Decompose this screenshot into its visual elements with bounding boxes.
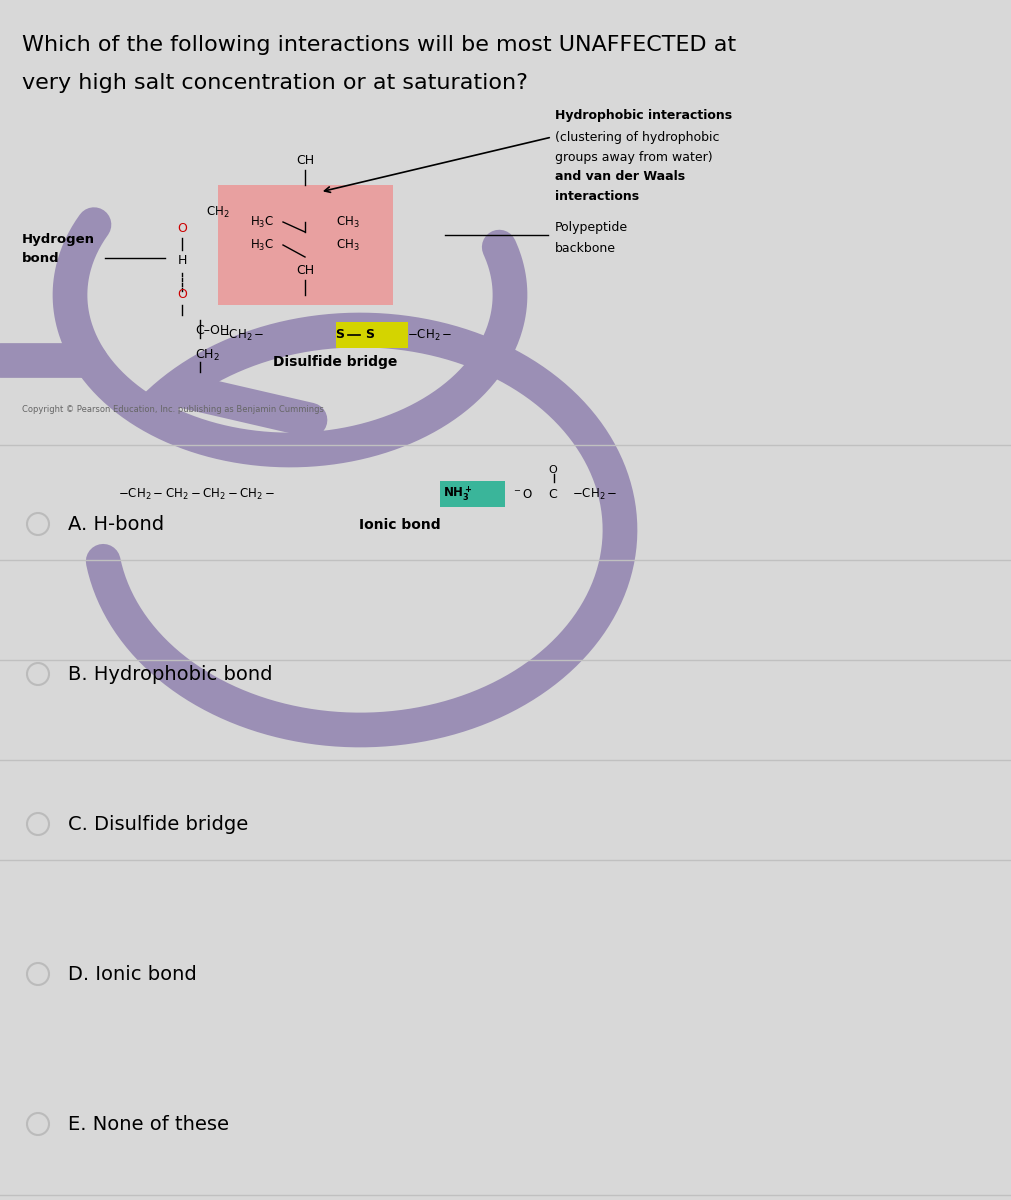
- Text: $\mathregular{CH_2}$: $\mathregular{CH_2}$: [206, 204, 229, 220]
- Text: C–OH: C–OH: [195, 324, 229, 336]
- Text: $\mathregular{-CH_2-}$: $\mathregular{-CH_2-}$: [407, 328, 453, 342]
- Text: D. Ionic bond: D. Ionic bond: [68, 965, 197, 984]
- Text: C. Disulfide bridge: C. Disulfide bridge: [68, 815, 249, 834]
- Text: A. H-bond: A. H-bond: [68, 515, 164, 534]
- Text: $\mathregular{NH_3^+}$: $\mathregular{NH_3^+}$: [443, 485, 472, 504]
- Text: $\mathregular{-CH_2-}$: $\mathregular{-CH_2-}$: [572, 486, 618, 502]
- Text: interactions: interactions: [555, 191, 639, 204]
- FancyBboxPatch shape: [218, 185, 393, 305]
- Text: S: S: [366, 329, 374, 342]
- Text: $^-\mathregular{O}$: $^-\mathregular{O}$: [512, 487, 533, 500]
- Text: O: O: [548, 464, 557, 475]
- Text: Which of the following interactions will be most UNAFFECTED at: Which of the following interactions will…: [22, 35, 736, 55]
- FancyBboxPatch shape: [336, 322, 408, 348]
- Text: $\mathregular{-CH_2-}$: $\mathregular{-CH_2-}$: [219, 328, 265, 342]
- Text: B. Hydrophobic bond: B. Hydrophobic bond: [68, 665, 273, 684]
- Text: $\mathregular{H_3C}$: $\mathregular{H_3C}$: [250, 215, 274, 229]
- Text: $\mathregular{H_3C}$: $\mathregular{H_3C}$: [250, 238, 274, 252]
- Text: Hydrogen: Hydrogen: [22, 234, 95, 246]
- Text: bond: bond: [22, 252, 60, 264]
- Text: $\mathregular{CH_3}$: $\mathregular{CH_3}$: [336, 238, 360, 252]
- Text: O: O: [177, 288, 187, 301]
- Text: Polypeptide: Polypeptide: [555, 222, 628, 234]
- Text: E. None of these: E. None of these: [68, 1115, 229, 1134]
- Text: Hydrophobic interactions: Hydrophobic interactions: [555, 108, 732, 121]
- Text: Disulfide bridge: Disulfide bridge: [273, 355, 397, 370]
- Text: Ionic bond: Ionic bond: [359, 518, 441, 532]
- Text: very high salt concentration or at saturation?: very high salt concentration or at satur…: [22, 73, 528, 92]
- Text: (clustering of hydrophobic: (clustering of hydrophobic: [555, 131, 720, 144]
- Text: CH: CH: [296, 154, 314, 167]
- Text: $\mathregular{-CH_2-CH_2-CH_2-CH_2-}$: $\mathregular{-CH_2-CH_2-CH_2-CH_2-}$: [118, 486, 275, 502]
- FancyBboxPatch shape: [440, 481, 506, 506]
- Text: CH: CH: [296, 264, 314, 276]
- Text: groups away from water): groups away from water): [555, 150, 713, 163]
- Text: O: O: [177, 222, 187, 234]
- Text: backbone: backbone: [555, 241, 616, 254]
- Text: $\mathregular{CH_3}$: $\mathregular{CH_3}$: [336, 215, 360, 229]
- Text: H: H: [177, 253, 187, 266]
- Text: $\mathregular{CH_2}$: $\mathregular{CH_2}$: [195, 348, 219, 362]
- Text: and van der Waals: and van der Waals: [555, 170, 685, 184]
- Text: C: C: [548, 487, 557, 500]
- Text: Copyright © Pearson Education, Inc. publishing as Benjamin Cummings: Copyright © Pearson Education, Inc. publ…: [22, 406, 324, 414]
- Text: S: S: [336, 329, 345, 342]
